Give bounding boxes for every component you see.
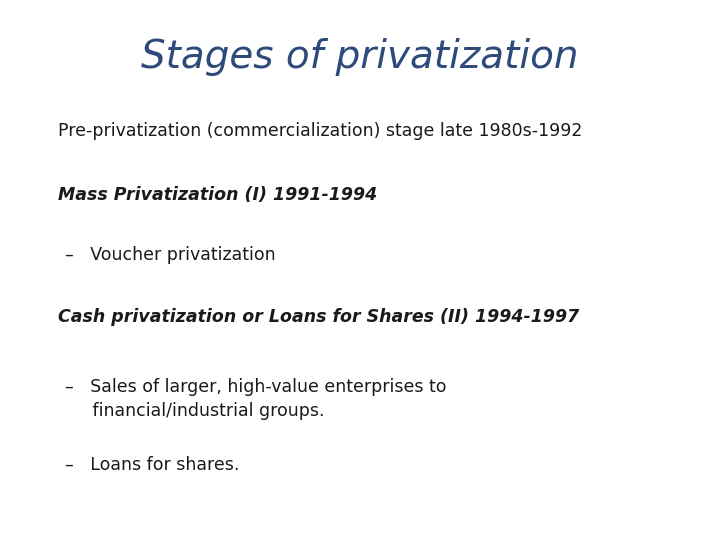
Text: –   Voucher privatization: – Voucher privatization xyxy=(65,246,276,264)
Text: Mass Privatization (I) 1991-1994: Mass Privatization (I) 1991-1994 xyxy=(58,186,377,204)
Text: Pre-privatization (commercialization) stage late 1980s-1992: Pre-privatization (commercialization) st… xyxy=(58,122,582,139)
Text: –   Sales of larger, high-value enterprises to
     financial/industrial groups.: – Sales of larger, high-value enterprise… xyxy=(65,378,446,420)
Text: Cash privatization or Loans for Shares (II) 1994-1997: Cash privatization or Loans for Shares (… xyxy=(58,308,579,326)
Text: –   Loans for shares.: – Loans for shares. xyxy=(65,456,239,474)
Text: Stages of privatization: Stages of privatization xyxy=(141,38,579,76)
